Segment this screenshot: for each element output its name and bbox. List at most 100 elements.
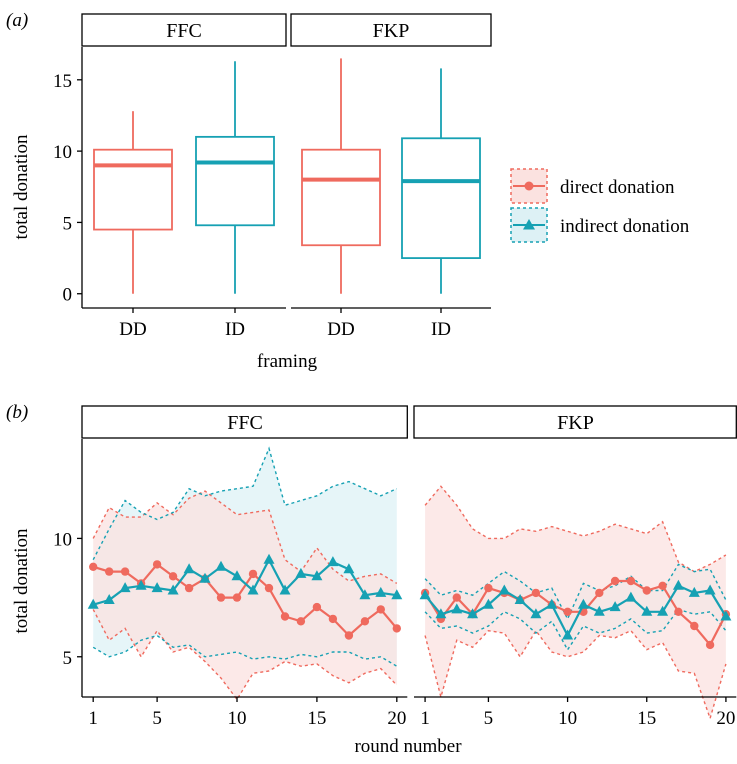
data-point-direct (484, 583, 493, 593)
box-ffc-dd (93, 148, 173, 231)
data-point-indirect (704, 584, 716, 595)
data-point-direct (610, 576, 620, 586)
data-point-direct (184, 583, 194, 593)
panel-a-x-tick-label: DD (327, 319, 354, 340)
data-point-indirect (215, 560, 227, 571)
panel-b-x-tick-label: 10 (558, 708, 577, 729)
panel-b-facet-ffc (87, 446, 403, 701)
box-ffc-id (195, 135, 275, 227)
data-point-direct (296, 617, 306, 626)
panel-a-x-tick-label: ID (225, 319, 245, 340)
panel-b-x-tick-label: 5 (484, 708, 494, 729)
panel-b-x-tick-label: 5 (152, 708, 162, 729)
panel-a-y-axis-label: total donation (11, 134, 32, 240)
panel-a-y-tick-label: 15 (53, 71, 72, 92)
legend-triangle-marker (523, 219, 535, 230)
data-point-direct (674, 607, 683, 616)
panel-b-y-axis-label: total donation (11, 528, 32, 634)
panel-a-strip-label: FFC (166, 20, 202, 42)
data-point-indirect (530, 608, 542, 619)
data-point-indirect (359, 589, 371, 600)
data-point-indirect (625, 591, 637, 602)
box-fkp-dd (301, 148, 381, 247)
box-fkp-id (401, 137, 481, 259)
data-point-indirect (135, 579, 147, 590)
data-point-direct (312, 602, 322, 612)
ribbon-bound-lower-direct (92, 609, 398, 701)
panel-b-x-tick-label: 20 (387, 708, 406, 729)
data-point-indirect (419, 589, 431, 600)
data-point-indirect (311, 570, 323, 581)
data-point-indirect (119, 582, 131, 593)
data-point-direct (328, 614, 338, 624)
panel-a-y-tick-label: 5 (63, 213, 73, 234)
panel-b-x-tick-label: 15 (637, 708, 656, 729)
data-point-direct (452, 593, 461, 602)
panel-b-x-tick-label: 1 (88, 708, 98, 729)
data-point-direct (152, 560, 162, 569)
panel-a-label: (a) (6, 10, 28, 31)
ribbon-bound-lower-indirect (92, 634, 398, 667)
panel-a-x-tick-label: ID (431, 319, 451, 340)
data-point-indirect (609, 601, 621, 612)
ribbon-direct (425, 486, 726, 719)
data-point-direct (232, 593, 242, 602)
ribbon-bound-lower-direct (424, 629, 727, 721)
data-point-indirect (641, 605, 653, 616)
panel-a-y-tick-label: 10 (53, 142, 72, 163)
data-point-direct (563, 607, 572, 616)
data-point-indirect (435, 608, 447, 619)
data-point-direct (376, 605, 385, 614)
panel-b-y-tick-label: 5 (63, 648, 73, 669)
data-point-direct (531, 588, 541, 598)
panel-b-strip-ffc (81, 405, 408, 439)
series-line-indirect (424, 584, 727, 638)
panel-b-x-axis-label: round number (354, 736, 462, 757)
data-point-indirect (593, 605, 605, 616)
panel-b-x-tick-label: 10 (228, 708, 247, 729)
data-point-indirect (482, 598, 494, 609)
panel-b-x-tick-label: 20 (716, 708, 735, 729)
legend-circle-marker (524, 181, 534, 191)
data-point-direct (216, 593, 226, 602)
data-point-indirect (247, 584, 259, 595)
legend-label: indirect donation (560, 216, 690, 237)
data-point-indirect (327, 556, 339, 567)
ribbon-bound-upper-indirect (92, 446, 398, 561)
panel-b-strip-label: FFC (227, 412, 263, 434)
data-point-direct (658, 581, 667, 590)
ribbon-bound-upper-direct (92, 490, 398, 585)
legend-key-direct (510, 168, 548, 204)
data-point-direct (642, 586, 651, 595)
data-point-indirect (562, 629, 574, 640)
data-point-indirect (183, 563, 195, 574)
panel-a-x-axis-label: framing (257, 351, 318, 372)
data-point-direct (248, 569, 258, 579)
panel-a-y-tick-label: 0 (63, 285, 73, 306)
panel-b-strip-label: FKP (557, 412, 594, 434)
data-point-indirect (343, 563, 355, 574)
data-point-direct (690, 621, 699, 631)
ribbon-direct (93, 491, 397, 700)
legend: direct donation indirect donation (510, 168, 690, 243)
data-point-indirect (467, 608, 479, 619)
panel-b-strip-fkp (413, 405, 737, 439)
data-point-direct (120, 567, 130, 576)
data-point-direct (344, 631, 354, 640)
legend-label: direct donation (560, 177, 675, 198)
data-point-indirect (688, 586, 700, 597)
data-point-direct (626, 576, 636, 586)
data-point-indirect (546, 598, 558, 609)
panel-a-strip-ffc (81, 13, 287, 47)
data-point-indirect (514, 594, 526, 604)
data-point-direct (280, 612, 290, 621)
data-point-indirect (391, 589, 403, 600)
data-point-direct (705, 640, 715, 650)
data-point-direct (392, 624, 401, 633)
data-point-indirect (451, 603, 463, 614)
panel-a-strip-label: FKP (373, 20, 410, 42)
data-point-indirect (375, 586, 387, 597)
